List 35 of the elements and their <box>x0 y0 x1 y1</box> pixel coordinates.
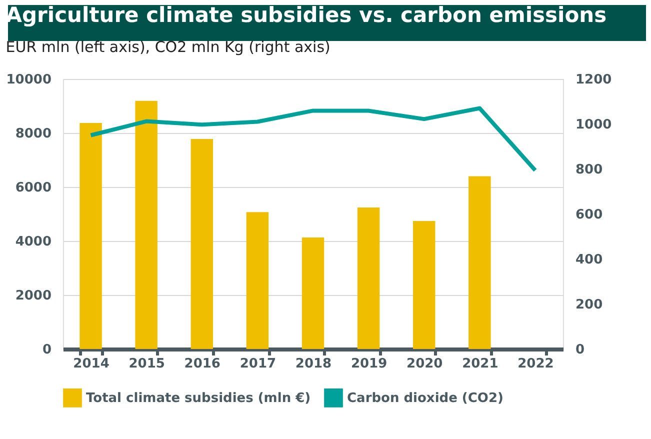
y-tick-label: 2000 <box>15 288 52 304</box>
bar <box>468 176 491 349</box>
line-series <box>88 106 538 172</box>
bar <box>135 100 158 349</box>
y2-tick-label: 600 <box>576 208 603 222</box>
x-tick-label: 2022 <box>518 356 554 372</box>
bar <box>190 138 213 349</box>
y2-tick-label: 200 <box>576 298 603 312</box>
y2-tick-label: 1000 <box>576 118 612 132</box>
y-tick-label: 10000 <box>6 72 52 88</box>
chart-title: Agriculture climate subsidies vs. carbon emissions <box>6 3 607 27</box>
x-tick-label: 2019 <box>350 356 388 372</box>
bar <box>246 212 269 349</box>
x-tick-label: 2016 <box>184 356 220 372</box>
bar <box>413 221 436 349</box>
y2-tick-label: 1200 <box>576 72 612 88</box>
x-tick-label: 2018 <box>295 356 332 372</box>
legend-label: Total climate subsidies (mln €) <box>86 390 311 406</box>
y-tick-label: 8000 <box>15 126 52 142</box>
x-tick-label: 2014 <box>73 356 110 372</box>
y2-tick-label: 800 <box>576 162 603 178</box>
x-tick-label: 2015 <box>128 356 165 372</box>
bar <box>357 208 380 349</box>
y-tick-label: 0 <box>42 342 52 358</box>
y-tick-label: 4000 <box>15 234 52 250</box>
y-tick-label: 6000 <box>15 180 52 196</box>
x-tick-label: 2020 <box>406 356 443 372</box>
bar <box>302 237 324 349</box>
x-tick-label: 2021 <box>462 356 498 372</box>
y2-tick-label: 0 <box>576 342 585 358</box>
bar <box>80 123 102 349</box>
y2-tick-label: 400 <box>576 252 603 268</box>
chart-subtitle: EUR mln (left axis), CO2 mln Kg (right axis) <box>6 38 330 56</box>
x-tick-label: 2017 <box>240 356 276 372</box>
legend-label: Carbon dioxide (CO2) <box>347 390 504 406</box>
